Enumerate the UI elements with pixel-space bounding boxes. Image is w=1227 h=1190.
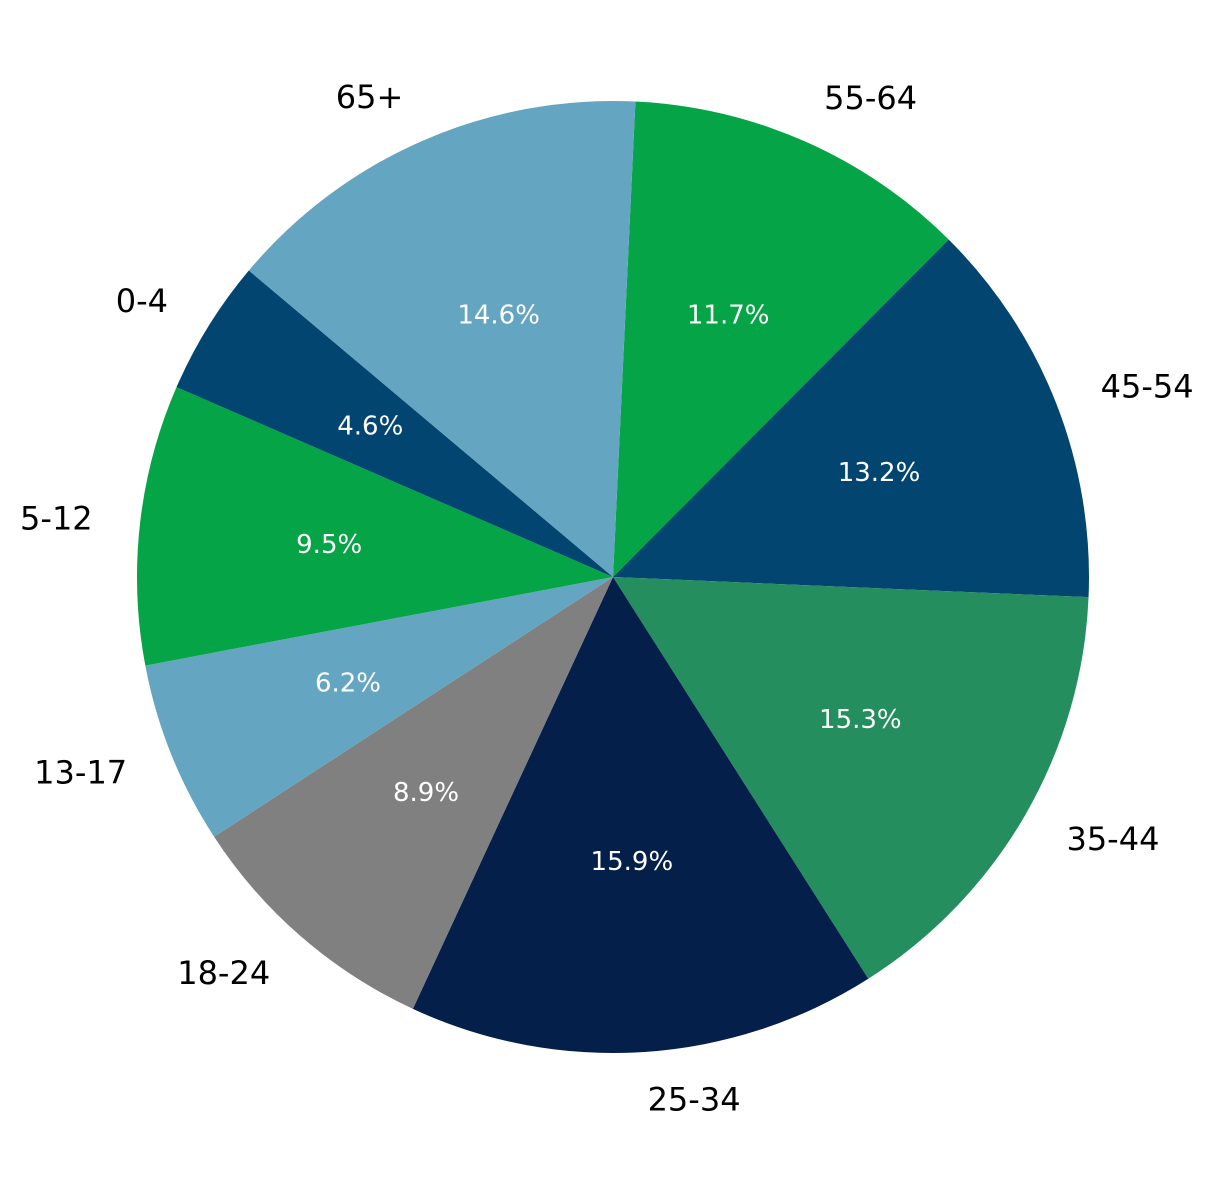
category-label-65+: 65+ (336, 78, 404, 116)
category-labels-layer: 55-64 45-54 35-44 25-34 18-24 13-17 5-12 0-4 65+ (20, 78, 1194, 1118)
percent-label-18-24: 8.9% (393, 778, 459, 808)
percent-label-0-4: 4.6% (337, 412, 403, 442)
percent-label-45-54: 13.2% (838, 458, 921, 488)
category-label-18-24: 18-24 (177, 954, 270, 992)
pie-slice-55-64 (613, 101, 949, 578)
pie-slice-5-12 (136, 387, 613, 666)
percent-label-65+: 14.6% (457, 300, 540, 330)
category-label-35-44: 35-44 (1066, 820, 1159, 858)
pie-slice-65+ (248, 100, 636, 577)
category-label-0-4: 0-4 (116, 282, 168, 320)
percent-label-5-12: 9.5% (296, 530, 362, 560)
pie-slice-35-44 (613, 577, 1089, 979)
pie-slice-45-54 (613, 239, 1089, 598)
percent-label-35-44: 15.3% (819, 705, 902, 735)
category-label-55-64: 55-64 (824, 79, 917, 117)
pie-slice-13-17 (145, 577, 613, 837)
category-label-5-12: 5-12 (20, 500, 93, 538)
percent-label-13-17: 6.2% (315, 669, 381, 699)
percent-label-25-34: 15.9% (591, 847, 674, 877)
percent-labels-layer: 11.7% 13.2% 15.3% 15.9% 8.9% 6.2% 9.5% 4.6% 14.6… (296, 300, 920, 877)
slices-layer (136, 100, 1089, 1053)
category-label-13-17: 13-17 (34, 753, 127, 791)
percent-label-55-64: 11.7% (687, 301, 770, 331)
pie-slice-18-24 (214, 577, 614, 1009)
pie-slice-0-4 (176, 270, 613, 577)
category-label-45-54: 45-54 (1101, 367, 1194, 405)
category-label-25-34: 25-34 (648, 1080, 741, 1118)
pie-slice-25-34 (412, 577, 869, 1053)
